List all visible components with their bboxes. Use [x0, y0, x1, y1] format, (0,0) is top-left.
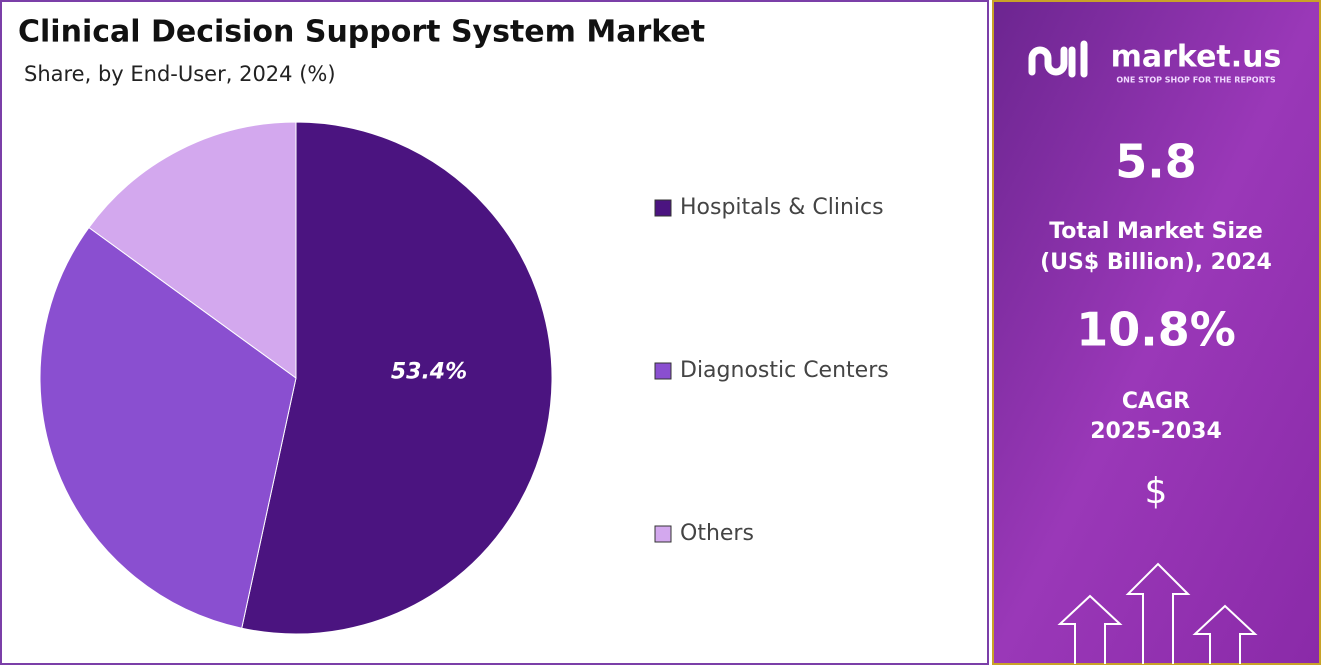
market-size-label: Total Market Size	[1049, 219, 1263, 244]
currency: $	[1145, 471, 1168, 512]
side-content: market.us ONE STOP SHOP FOR THE REPORTS …	[1028, 40, 1282, 664]
data-label: 53.4%	[391, 359, 467, 384]
legend-swatch	[654, 362, 672, 380]
logo	[1028, 40, 1088, 78]
cagr-label: CAGR	[1122, 389, 1190, 414]
chart-subtitle: Share, by End-User, 2024 (%)	[24, 62, 336, 86]
legend: Hospitals & Clinics Diagnostic Centers Oth…	[654, 195, 889, 546]
legend-label: Diagnostic Centers	[680, 358, 889, 383]
pie-slice	[241, 121, 553, 635]
legend-swatch	[654, 199, 672, 217]
tagline: ONE STOP SHOP FOR THE REPORTS	[1116, 76, 1275, 85]
chart-title: Clinical Decision Support System Market	[18, 15, 705, 50]
pie-slice	[88, 121, 297, 379]
legend-label: Hospitals & Clinics	[680, 195, 884, 220]
side-panel	[992, 0, 1321, 665]
cagr: 10.8%	[1076, 303, 1236, 357]
market-size: 5.8	[1115, 135, 1197, 189]
pie: 53.4%	[39, 121, 553, 635]
brand: market.us	[1111, 40, 1282, 75]
arrows	[1057, 562, 1258, 664]
market-size-label: (US$ Billion), 2024	[1040, 250, 1272, 275]
legend-label: Others	[680, 521, 754, 546]
pie-slice	[39, 226, 297, 629]
cagr-period: 2025-2034	[1090, 419, 1222, 444]
legend-swatch	[654, 525, 672, 543]
